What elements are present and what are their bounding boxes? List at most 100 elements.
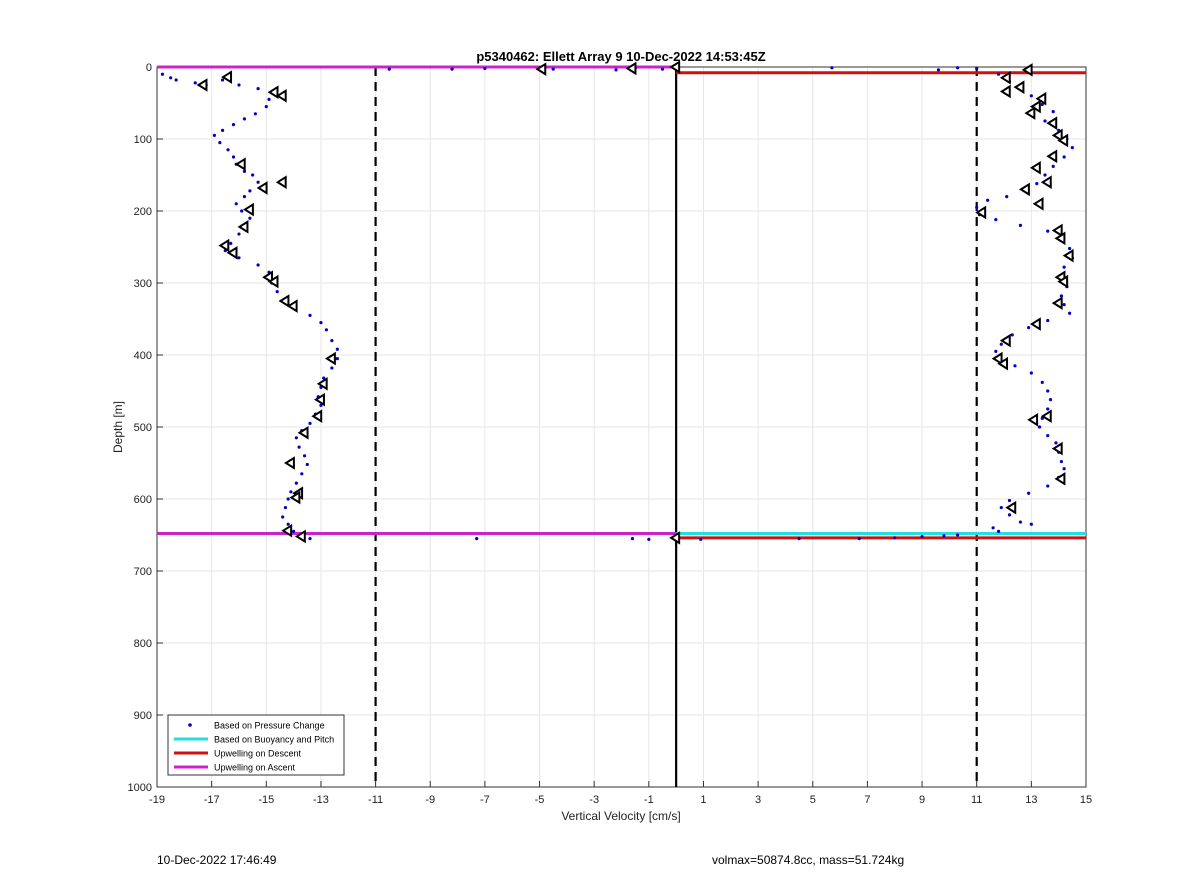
triangle-marker xyxy=(267,85,279,100)
velocity-point xyxy=(1070,146,1074,150)
y-tick-label: 900 xyxy=(134,710,152,722)
y-tick-label: 600 xyxy=(134,494,152,506)
velocity-point xyxy=(256,263,260,267)
legend-label: Upwelling on Descent xyxy=(214,749,302,759)
velocity-point xyxy=(614,68,618,72)
velocity-point xyxy=(294,481,298,485)
triangle-marker xyxy=(1029,160,1041,175)
x-tick-label: 3 xyxy=(755,794,761,806)
velocity-point xyxy=(220,78,225,82)
x-tick-label: -1 xyxy=(644,794,654,806)
triangle-marker xyxy=(1057,274,1069,289)
series-lines xyxy=(157,65,1086,787)
triangle-marker xyxy=(283,456,295,470)
triangle-marker xyxy=(1027,412,1039,427)
triangle-marker xyxy=(1051,296,1063,310)
velocity-point xyxy=(229,241,233,245)
velocity-point xyxy=(302,454,307,458)
velocity-point xyxy=(1062,303,1066,307)
triangle-marker xyxy=(275,88,287,103)
triangle-marker xyxy=(1013,80,1025,94)
chart-title: p5340462: Ellett Array 9 10-Dec-2022 14:… xyxy=(476,49,765,64)
velocity-point xyxy=(193,81,197,85)
velocity-point xyxy=(1051,164,1055,168)
y-tick-label: 1000 xyxy=(128,782,152,794)
velocity-point xyxy=(1029,94,1033,98)
velocity-point xyxy=(1068,311,1072,315)
triangle-marker xyxy=(1051,128,1063,143)
velocity-point xyxy=(1046,484,1050,488)
triangle-marker xyxy=(1062,248,1074,263)
velocity-point xyxy=(174,78,178,82)
velocity-point xyxy=(1068,246,1072,251)
tick-labels: -19 -17 -15 -13 -11 -9 -7 -5 -3 -1 1 3 5 7 9 11 13 150100… xyxy=(128,62,1093,806)
x-tick-label: -3 xyxy=(589,794,599,806)
velocity-point xyxy=(226,148,230,152)
velocity-point xyxy=(242,195,247,199)
velocity-point xyxy=(242,117,247,121)
velocity-point xyxy=(253,112,257,116)
velocity-point xyxy=(300,472,304,476)
velocity-point xyxy=(955,66,960,70)
velocity-point xyxy=(308,537,312,541)
velocity-point xyxy=(830,66,834,70)
velocity-point xyxy=(160,72,165,76)
x-tick-label: -5 xyxy=(535,794,545,806)
triangle-marker xyxy=(196,78,208,92)
velocity-point xyxy=(281,515,285,519)
triangle-marker xyxy=(1040,409,1052,424)
legend-label: Upwelling on Ascent xyxy=(214,763,296,773)
velocity-point xyxy=(1018,223,1023,227)
footer-timestamp: 10-Dec-2022 17:46:49 xyxy=(157,853,277,867)
velocity-point xyxy=(234,202,238,206)
velocity-point xyxy=(955,533,960,537)
velocity-point xyxy=(324,328,329,332)
velocity-point xyxy=(322,376,326,380)
velocity-point xyxy=(1046,407,1050,411)
legend-label: Based on Pressure Change xyxy=(214,721,325,731)
velocity-point xyxy=(1010,333,1014,337)
velocity-point xyxy=(994,349,998,353)
triangle-marker xyxy=(1021,63,1033,77)
velocity-point xyxy=(986,198,990,202)
velocity-point xyxy=(286,522,290,526)
velocity-point xyxy=(857,537,861,541)
velocity-point xyxy=(1007,498,1012,503)
y-axis-label: Depth [m] xyxy=(111,401,125,453)
x-tick-label: 9 xyxy=(919,794,925,806)
triangle-marker xyxy=(535,62,547,76)
velocity-point xyxy=(1040,102,1044,107)
triangle-marker xyxy=(1029,99,1041,114)
velocity-point xyxy=(319,403,323,407)
velocity-point xyxy=(1005,195,1009,199)
velocity-point xyxy=(169,76,173,80)
y-tick-label: 300 xyxy=(134,278,152,290)
velocity-point xyxy=(240,209,244,213)
velocity-point xyxy=(1027,326,1031,330)
triangle-marker xyxy=(297,425,309,440)
triangle-marker xyxy=(625,61,637,76)
triangle-marker xyxy=(267,274,279,289)
velocity-point xyxy=(231,123,236,127)
velocity-point xyxy=(920,534,924,539)
triangle-marker xyxy=(1046,116,1058,130)
triangle-marker xyxy=(991,351,1003,366)
x-tick-label: 13 xyxy=(1025,794,1037,806)
y-tick-label: 700 xyxy=(134,566,152,578)
triangle-marker xyxy=(294,529,306,544)
footer-volmax-mass: volmax=50874.8cc, mass=51.724kg xyxy=(712,853,905,867)
velocity-point xyxy=(1040,380,1044,384)
velocity-point xyxy=(1013,364,1017,368)
velocity-point xyxy=(999,506,1003,510)
velocity-point xyxy=(450,67,454,71)
y-tick-label: 200 xyxy=(134,206,152,218)
velocity-point xyxy=(387,67,391,71)
velocity-point xyxy=(237,83,241,87)
x-tick-label: -7 xyxy=(480,794,490,806)
triangle-marker xyxy=(256,181,268,195)
x-tick-label: -19 xyxy=(149,794,165,806)
y-tick-label: 400 xyxy=(134,350,152,362)
velocity-point xyxy=(551,67,555,71)
velocity-point xyxy=(251,173,255,177)
